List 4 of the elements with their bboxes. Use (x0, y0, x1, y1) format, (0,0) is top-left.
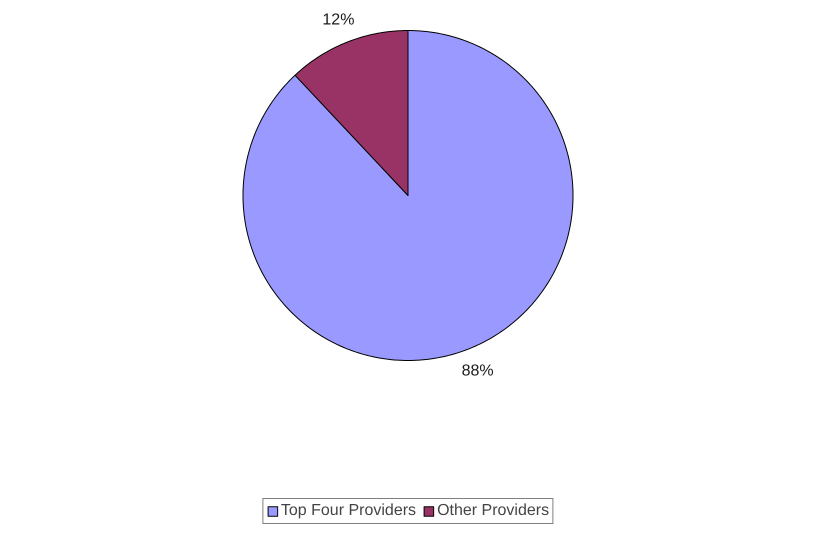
data-label: 12% (322, 11, 354, 28)
legend-label: Top Four Providers (280, 502, 416, 520)
data-label: 88% (462, 362, 494, 380)
legend-label: Other Providers (437, 502, 550, 520)
